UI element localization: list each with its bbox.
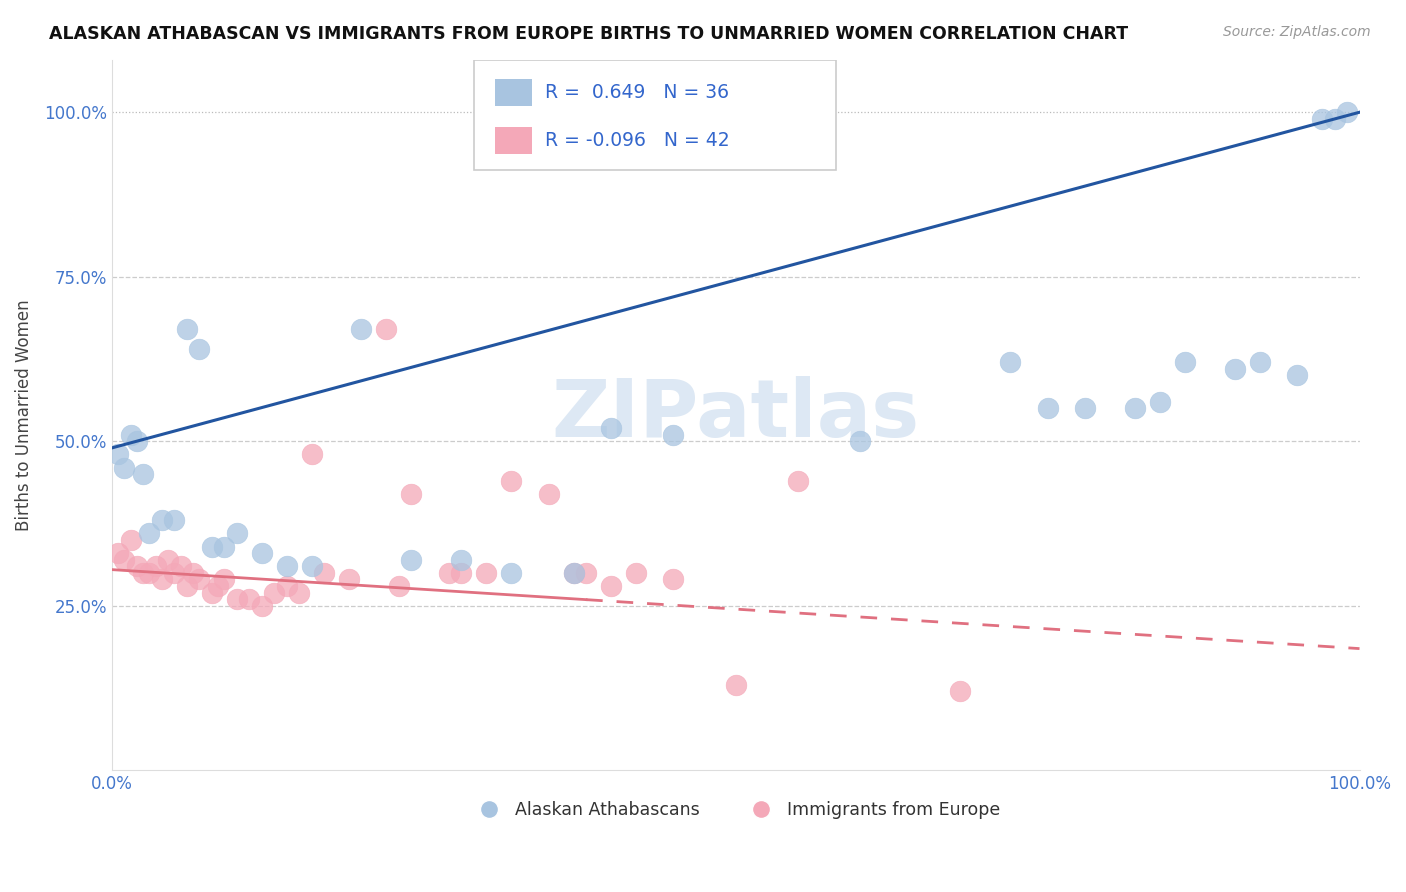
Point xyxy=(475,566,498,580)
Text: R =  0.649   N = 36: R = 0.649 N = 36 xyxy=(546,84,728,103)
Point xyxy=(662,427,685,442)
Point xyxy=(575,566,598,580)
Point xyxy=(212,573,235,587)
Point xyxy=(163,566,186,580)
Point xyxy=(114,553,136,567)
Point xyxy=(301,559,323,574)
Point xyxy=(150,573,173,587)
Y-axis label: Births to Unmarried Women: Births to Unmarried Women xyxy=(15,299,32,531)
Point xyxy=(1223,362,1246,376)
Point xyxy=(163,513,186,527)
Point xyxy=(600,421,623,435)
Legend: Alaskan Athabascans, Immigrants from Europe: Alaskan Athabascans, Immigrants from Eur… xyxy=(465,794,1007,826)
Point xyxy=(120,533,142,547)
Point xyxy=(450,566,472,580)
Point xyxy=(1123,401,1146,416)
Point xyxy=(263,585,285,599)
Point xyxy=(250,546,273,560)
Text: ZIPatlas: ZIPatlas xyxy=(551,376,920,454)
Point xyxy=(501,474,523,488)
Point xyxy=(176,322,198,336)
Point xyxy=(375,322,398,336)
Point xyxy=(437,566,460,580)
Point xyxy=(132,566,155,580)
Point xyxy=(207,579,229,593)
Point xyxy=(212,540,235,554)
Point xyxy=(388,579,411,593)
Point xyxy=(188,342,211,356)
Text: R = -0.096   N = 42: R = -0.096 N = 42 xyxy=(546,131,730,150)
Point xyxy=(114,460,136,475)
Point xyxy=(312,566,335,580)
Point xyxy=(501,566,523,580)
Point xyxy=(401,553,423,567)
Point xyxy=(201,585,224,599)
FancyBboxPatch shape xyxy=(474,60,835,169)
Point xyxy=(169,559,191,574)
Point xyxy=(624,566,647,580)
Bar xyxy=(495,127,533,153)
Point xyxy=(562,566,585,580)
Text: ALASKAN ATHABASCAN VS IMMIGRANTS FROM EUROPE BIRTHS TO UNMARRIED WOMEN CORRELATI: ALASKAN ATHABASCAN VS IMMIGRANTS FROM EU… xyxy=(49,25,1129,43)
Point xyxy=(401,487,423,501)
Point xyxy=(662,573,685,587)
Point xyxy=(120,427,142,442)
Point xyxy=(138,566,160,580)
Point xyxy=(288,585,311,599)
Point xyxy=(1036,401,1059,416)
Bar xyxy=(495,79,533,106)
Point xyxy=(301,447,323,461)
Point xyxy=(600,579,623,593)
Point xyxy=(1074,401,1097,416)
Point xyxy=(1249,355,1271,369)
Point xyxy=(138,526,160,541)
Point xyxy=(787,474,810,488)
Point xyxy=(225,526,247,541)
Point xyxy=(157,553,180,567)
Text: Source: ZipAtlas.com: Source: ZipAtlas.com xyxy=(1223,25,1371,39)
Point xyxy=(562,566,585,580)
Point xyxy=(188,573,211,587)
Point xyxy=(1323,112,1346,126)
Point xyxy=(276,559,298,574)
Point xyxy=(450,553,472,567)
Point xyxy=(176,579,198,593)
Point xyxy=(145,559,167,574)
Point xyxy=(849,434,872,449)
Point xyxy=(225,592,247,607)
Point xyxy=(250,599,273,613)
Point xyxy=(125,434,148,449)
Point xyxy=(1174,355,1197,369)
Point xyxy=(724,678,747,692)
Point xyxy=(1286,368,1309,383)
Point xyxy=(125,559,148,574)
Point xyxy=(1310,112,1333,126)
Point xyxy=(1149,394,1171,409)
Point xyxy=(150,513,173,527)
Point xyxy=(949,684,972,698)
Point xyxy=(238,592,260,607)
Point xyxy=(201,540,224,554)
Point xyxy=(998,355,1021,369)
Point xyxy=(107,546,129,560)
Point xyxy=(537,487,560,501)
Point xyxy=(276,579,298,593)
Point xyxy=(337,573,360,587)
Point xyxy=(107,447,129,461)
Point xyxy=(350,322,373,336)
Point xyxy=(1336,105,1358,120)
Point xyxy=(132,467,155,482)
Point xyxy=(181,566,204,580)
